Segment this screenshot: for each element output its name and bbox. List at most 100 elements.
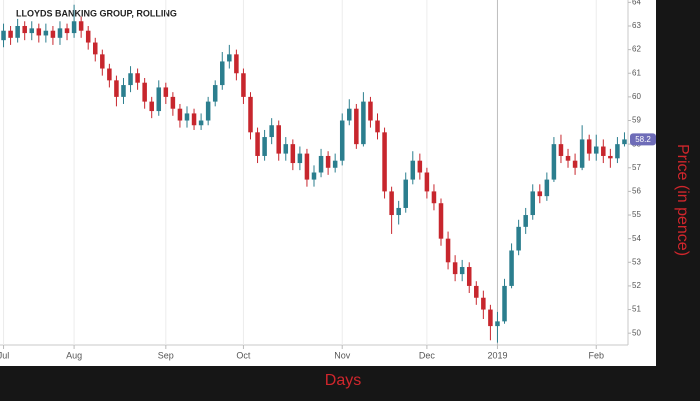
candle-body [332,160,338,168]
candle-body [304,153,310,180]
candle-body [403,179,408,208]
y-tick-label: 61 [632,68,641,77]
candle-body [622,139,627,145]
candle-body [36,28,42,36]
y-tick-label: 52 [632,281,641,290]
candle-body [283,144,289,154]
candle-body [601,146,606,156]
candle-body [424,172,430,192]
candle-body [276,125,281,154]
y-tick-label: 59 [632,116,641,125]
candle-body [389,191,394,216]
candle-body [445,238,451,263]
candle-body [57,28,63,38]
last-price-badge [630,133,656,146]
candle-body [586,139,592,154]
candle-body [318,155,324,173]
candle-body [64,28,70,34]
candle-body [290,144,296,164]
candle-body [255,132,260,156]
candle-body [93,42,98,55]
candle-body [177,108,183,121]
candle-body [29,28,35,34]
y-axis-title: Price (in pence) [674,144,691,256]
chart-title: LLOYDS BANKING GROUP, ROLLING [16,8,177,18]
candle-body [509,250,514,286]
candle-body [558,144,564,156]
candle-body [502,285,507,322]
x-axis-title: Days [325,372,361,389]
y-tick-label: 53 [632,257,641,266]
candle-body [262,137,267,156]
candle-body [544,179,550,197]
y-tick-label: 56 [632,187,641,196]
candle-body [184,113,190,121]
candle-body [191,113,197,126]
y-tick-label: 60 [632,92,641,101]
candle-body [128,73,133,86]
candle-body [114,80,119,97]
candle-body [466,267,472,286]
candle-body [593,146,599,154]
candle-body [107,68,112,81]
candle-body [15,25,20,38]
candle-body [142,82,147,102]
candle-body [347,108,352,121]
y-tick-label: 55 [632,210,641,219]
candle-body [608,155,613,159]
candle-body [488,309,493,327]
y-tick-label: 63 [632,21,641,30]
candle-body [85,30,91,43]
candle-body [269,125,274,138]
candle-body [481,297,486,310]
candle-body [417,160,423,173]
candle-body [170,96,176,109]
candle-body [135,73,140,83]
y-tick-label: 50 [632,328,641,337]
candle-body [78,21,84,31]
candle-body [241,73,246,97]
candle-body [551,144,557,180]
candle-body [530,191,535,216]
candle-body [431,191,437,204]
x-tick-label: 2019 [487,350,507,360]
candle-body [579,139,585,168]
candle-body [1,30,6,41]
candle-body [234,54,239,74]
candle-body [71,21,77,34]
candle-body [452,262,458,275]
candle-body [459,267,465,275]
candle-body [354,108,359,145]
x-tick-label: Aug [66,350,82,360]
candle-body [22,25,27,34]
candle-body [149,101,154,112]
candle-body [474,285,479,298]
candle-body [516,226,521,251]
plot-background [0,0,656,366]
candle-body [572,160,578,168]
candle-body [50,30,56,38]
x-tick-label: Feb [588,350,604,360]
candle-body [615,144,620,159]
x-tick-label: Dec [419,350,436,360]
candle-body [121,85,126,97]
candle-body [339,120,345,161]
candle-body [375,120,380,133]
x-tick-label: Jul [0,350,9,360]
x-tick-label: Nov [334,350,351,360]
candle-body [382,132,387,192]
candle-body [361,101,366,145]
y-tick-label: 62 [632,45,641,54]
candle-body [438,203,444,239]
candle-body [565,155,571,161]
candle-body [205,101,211,121]
candle-body [8,30,13,38]
candle-body [368,101,373,121]
candle-body [537,191,543,197]
candle-body [297,153,303,164]
candle-body [396,207,401,216]
candle-body [248,96,253,133]
candle-body [311,172,317,180]
candle-body [43,30,49,36]
y-tick-label: 57 [632,163,641,172]
